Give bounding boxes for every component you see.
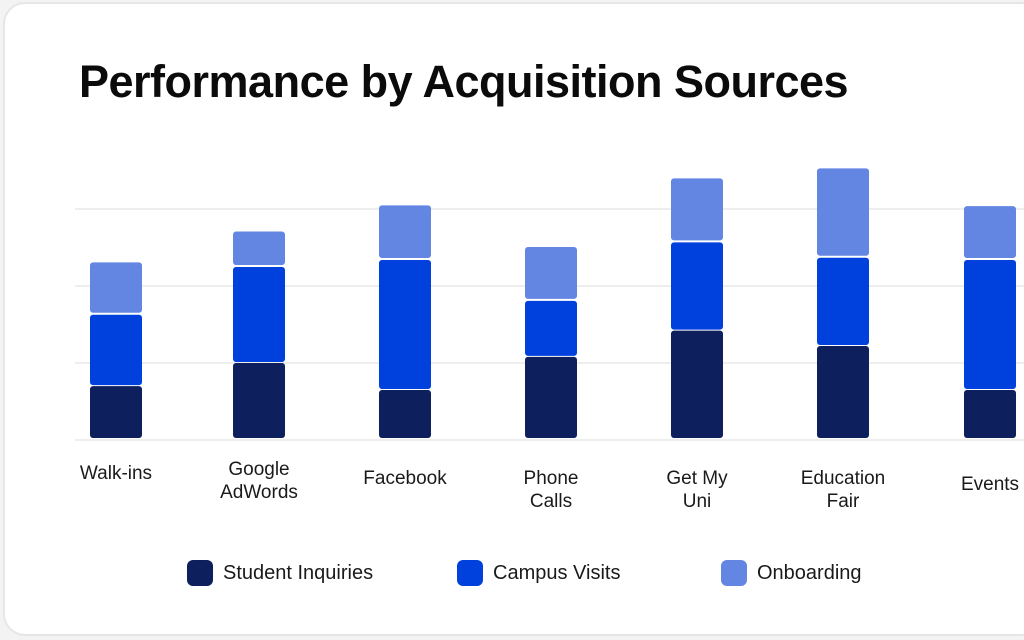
x-tick-label: Get My Uni bbox=[632, 467, 762, 513]
bar-segment bbox=[525, 300, 577, 356]
x-tick-label-line: Calls bbox=[529, 491, 573, 512]
x-tick-label-line: Phone bbox=[523, 468, 579, 489]
legend-swatch bbox=[721, 560, 747, 586]
bar-segment bbox=[233, 266, 285, 362]
bar-segment bbox=[90, 386, 142, 438]
legend-label: Onboarding bbox=[757, 561, 862, 584]
bar-segment bbox=[817, 168, 869, 256]
legend-label: Student Inquiries bbox=[223, 561, 374, 584]
bar-segment bbox=[379, 260, 431, 389]
x-tick-label-line: Google bbox=[228, 459, 290, 480]
x-tick-label-line: Facebook bbox=[363, 468, 447, 489]
bar-segment bbox=[90, 262, 142, 313]
x-tick-label: Education Fair bbox=[778, 467, 908, 513]
bar-segment bbox=[817, 257, 869, 346]
legend-item: Campus Visits bbox=[457, 560, 620, 586]
bar-segment bbox=[964, 206, 1016, 259]
bar-segment bbox=[379, 205, 431, 259]
x-tick-label-line: Walk-ins bbox=[79, 463, 153, 484]
legend-label: Campus Visits bbox=[493, 561, 621, 584]
legend-swatch bbox=[187, 560, 213, 586]
x-tick-label-line: Events bbox=[960, 474, 1020, 495]
bar-segment bbox=[671, 178, 723, 241]
x-tick-label: Facebook bbox=[340, 467, 470, 490]
bar-segment bbox=[525, 356, 577, 438]
bar-segment bbox=[90, 314, 142, 386]
bar-segment bbox=[233, 231, 285, 265]
legend-item: Onboarding bbox=[721, 560, 862, 586]
bar-segment bbox=[671, 242, 723, 330]
x-tick-label: Walk-ins bbox=[51, 462, 181, 485]
x-tick-label: Phone Calls bbox=[486, 467, 616, 513]
bar-segment bbox=[671, 330, 723, 438]
x-tick-label-line: AdWords bbox=[220, 482, 298, 503]
x-tick-label-line: Get My bbox=[666, 468, 728, 489]
chart-title: Performance by Acquisition Sources bbox=[79, 56, 849, 107]
legend-swatch bbox=[457, 560, 483, 586]
bar-segment bbox=[379, 389, 431, 438]
legend-item: Student Inquiries bbox=[187, 560, 373, 586]
bar-segment bbox=[233, 363, 285, 438]
x-tick-label-line: Education bbox=[800, 468, 886, 489]
bar-segment bbox=[964, 260, 1016, 389]
x-tick-label-line: Uni bbox=[682, 491, 712, 512]
x-tick-label: Google AdWords bbox=[194, 458, 324, 504]
bar-segment bbox=[525, 246, 577, 299]
bar-segment bbox=[817, 346, 869, 438]
x-tick-label-line: Fair bbox=[826, 491, 860, 512]
bar-segment bbox=[964, 389, 1016, 438]
x-tick-label: Events bbox=[925, 473, 1024, 496]
